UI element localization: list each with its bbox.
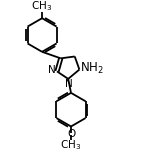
Text: N: N bbox=[48, 66, 55, 76]
Text: CH$_3$: CH$_3$ bbox=[32, 0, 53, 13]
Text: NH$_2$: NH$_2$ bbox=[80, 61, 103, 76]
Text: CH$_3$: CH$_3$ bbox=[60, 138, 82, 152]
Text: N: N bbox=[65, 79, 73, 89]
Text: O: O bbox=[67, 129, 75, 139]
